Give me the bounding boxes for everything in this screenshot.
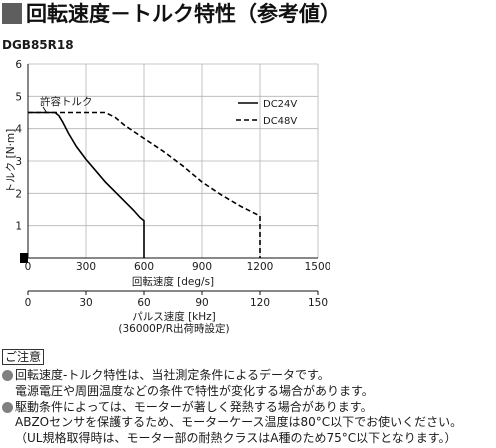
y-axis-label: トルク [N·m] [5,129,17,193]
pulse-tick-label: 60 [137,297,150,309]
note-text: ABZOセンサを保護するため、モーターケース温度は80°C以下でお使いください。 [15,415,463,430]
origin-marker [20,253,28,263]
legend-label-dc48v: DC48V [263,116,297,127]
notes-list: 回転速度-トルク特性は、当社測定条件によるデータです。 電源電圧や周囲温度などの… [2,368,494,447]
bullet-icon [2,370,13,382]
note-line: ABZOセンサを保護するため、モーターケース温度は80°C以下でお使いください。 [2,415,494,431]
grid [28,63,319,258]
y-tick-labels: 1 2 3 4 5 6 [15,59,22,233]
notes-heading: ご注意 [2,349,45,365]
x-tick-label: 600 [134,261,154,273]
legend: DC24V DC48V [236,99,297,127]
note-text: （UL規格取得時は、モーター部の耐熱クラスはA種のため75°C以下となります。） [15,431,457,445]
y-tick-label: 4 [15,124,22,136]
series-lines [28,111,261,258]
note-text: 駆動条件によっては、モーターが著しく発熱する場合があります。 [15,399,373,414]
model-name: DGB85R18 [2,38,74,52]
allowable-torque-annotation: 許容トルク [40,95,93,108]
x-tick-label: 300 [76,261,96,273]
x-tick-label: 900 [192,261,212,273]
title-square-icon [2,3,22,24]
x-tick-labels: 0 300 600 900 1200 1500 [25,261,330,273]
series-line-dc48v [28,111,261,258]
y-tick-label: 3 [15,156,22,168]
note-text: 電源電圧や周囲温度などの条件で特性が変化する場合があります。 [15,383,374,398]
pulse-tick-label: 90 [195,297,208,309]
y-tick-label: 5 [15,91,22,103]
x-tick-label: 0 [25,261,32,273]
series-line-dc24v [28,111,145,258]
pulse-tick-label: 30 [79,297,92,309]
x-axis-label: 回転速度 [deg/s] [132,275,214,288]
note-line: （UL規格取得時は、モーター部の耐熱クラスはA種のため75°C以下となります。） [2,431,494,447]
x-tick-label: 1500 [305,261,330,273]
pulse-tick-label: 0 [25,297,32,309]
pulse-speed-axis: 0 30 60 90 120 150 [25,290,328,309]
note-line: 駆動条件によっては、モーターが著しく発熱する場合があります。 [2,400,494,416]
x-tick-label: 1200 [247,261,274,273]
y-tick-label: 6 [15,59,22,71]
pulse-tick-label: 120 [250,297,270,309]
y-tick-label: 2 [15,188,22,200]
pulse-tick-label: 150 [308,297,328,309]
note-line: 回転速度-トルク特性は、当社測定条件によるデータです。 [2,368,494,384]
pulse-axis-note: (36000P/R出荷時設定) [118,322,229,335]
note-text: 回転速度-トルク特性は、当社測定条件によるデータです。 [15,368,330,382]
y-tick-label: 1 [15,221,22,233]
note-line: 電源電圧や周囲温度などの条件で特性が変化する場合があります。 [2,384,494,400]
pulse-axis-label: パルス速度 [kHz] [132,310,216,323]
page-title: 回転速度－トルク特性（参考値） [26,2,341,26]
legend-label-dc24v: DC24V [263,99,297,110]
bullet-icon [2,401,13,413]
